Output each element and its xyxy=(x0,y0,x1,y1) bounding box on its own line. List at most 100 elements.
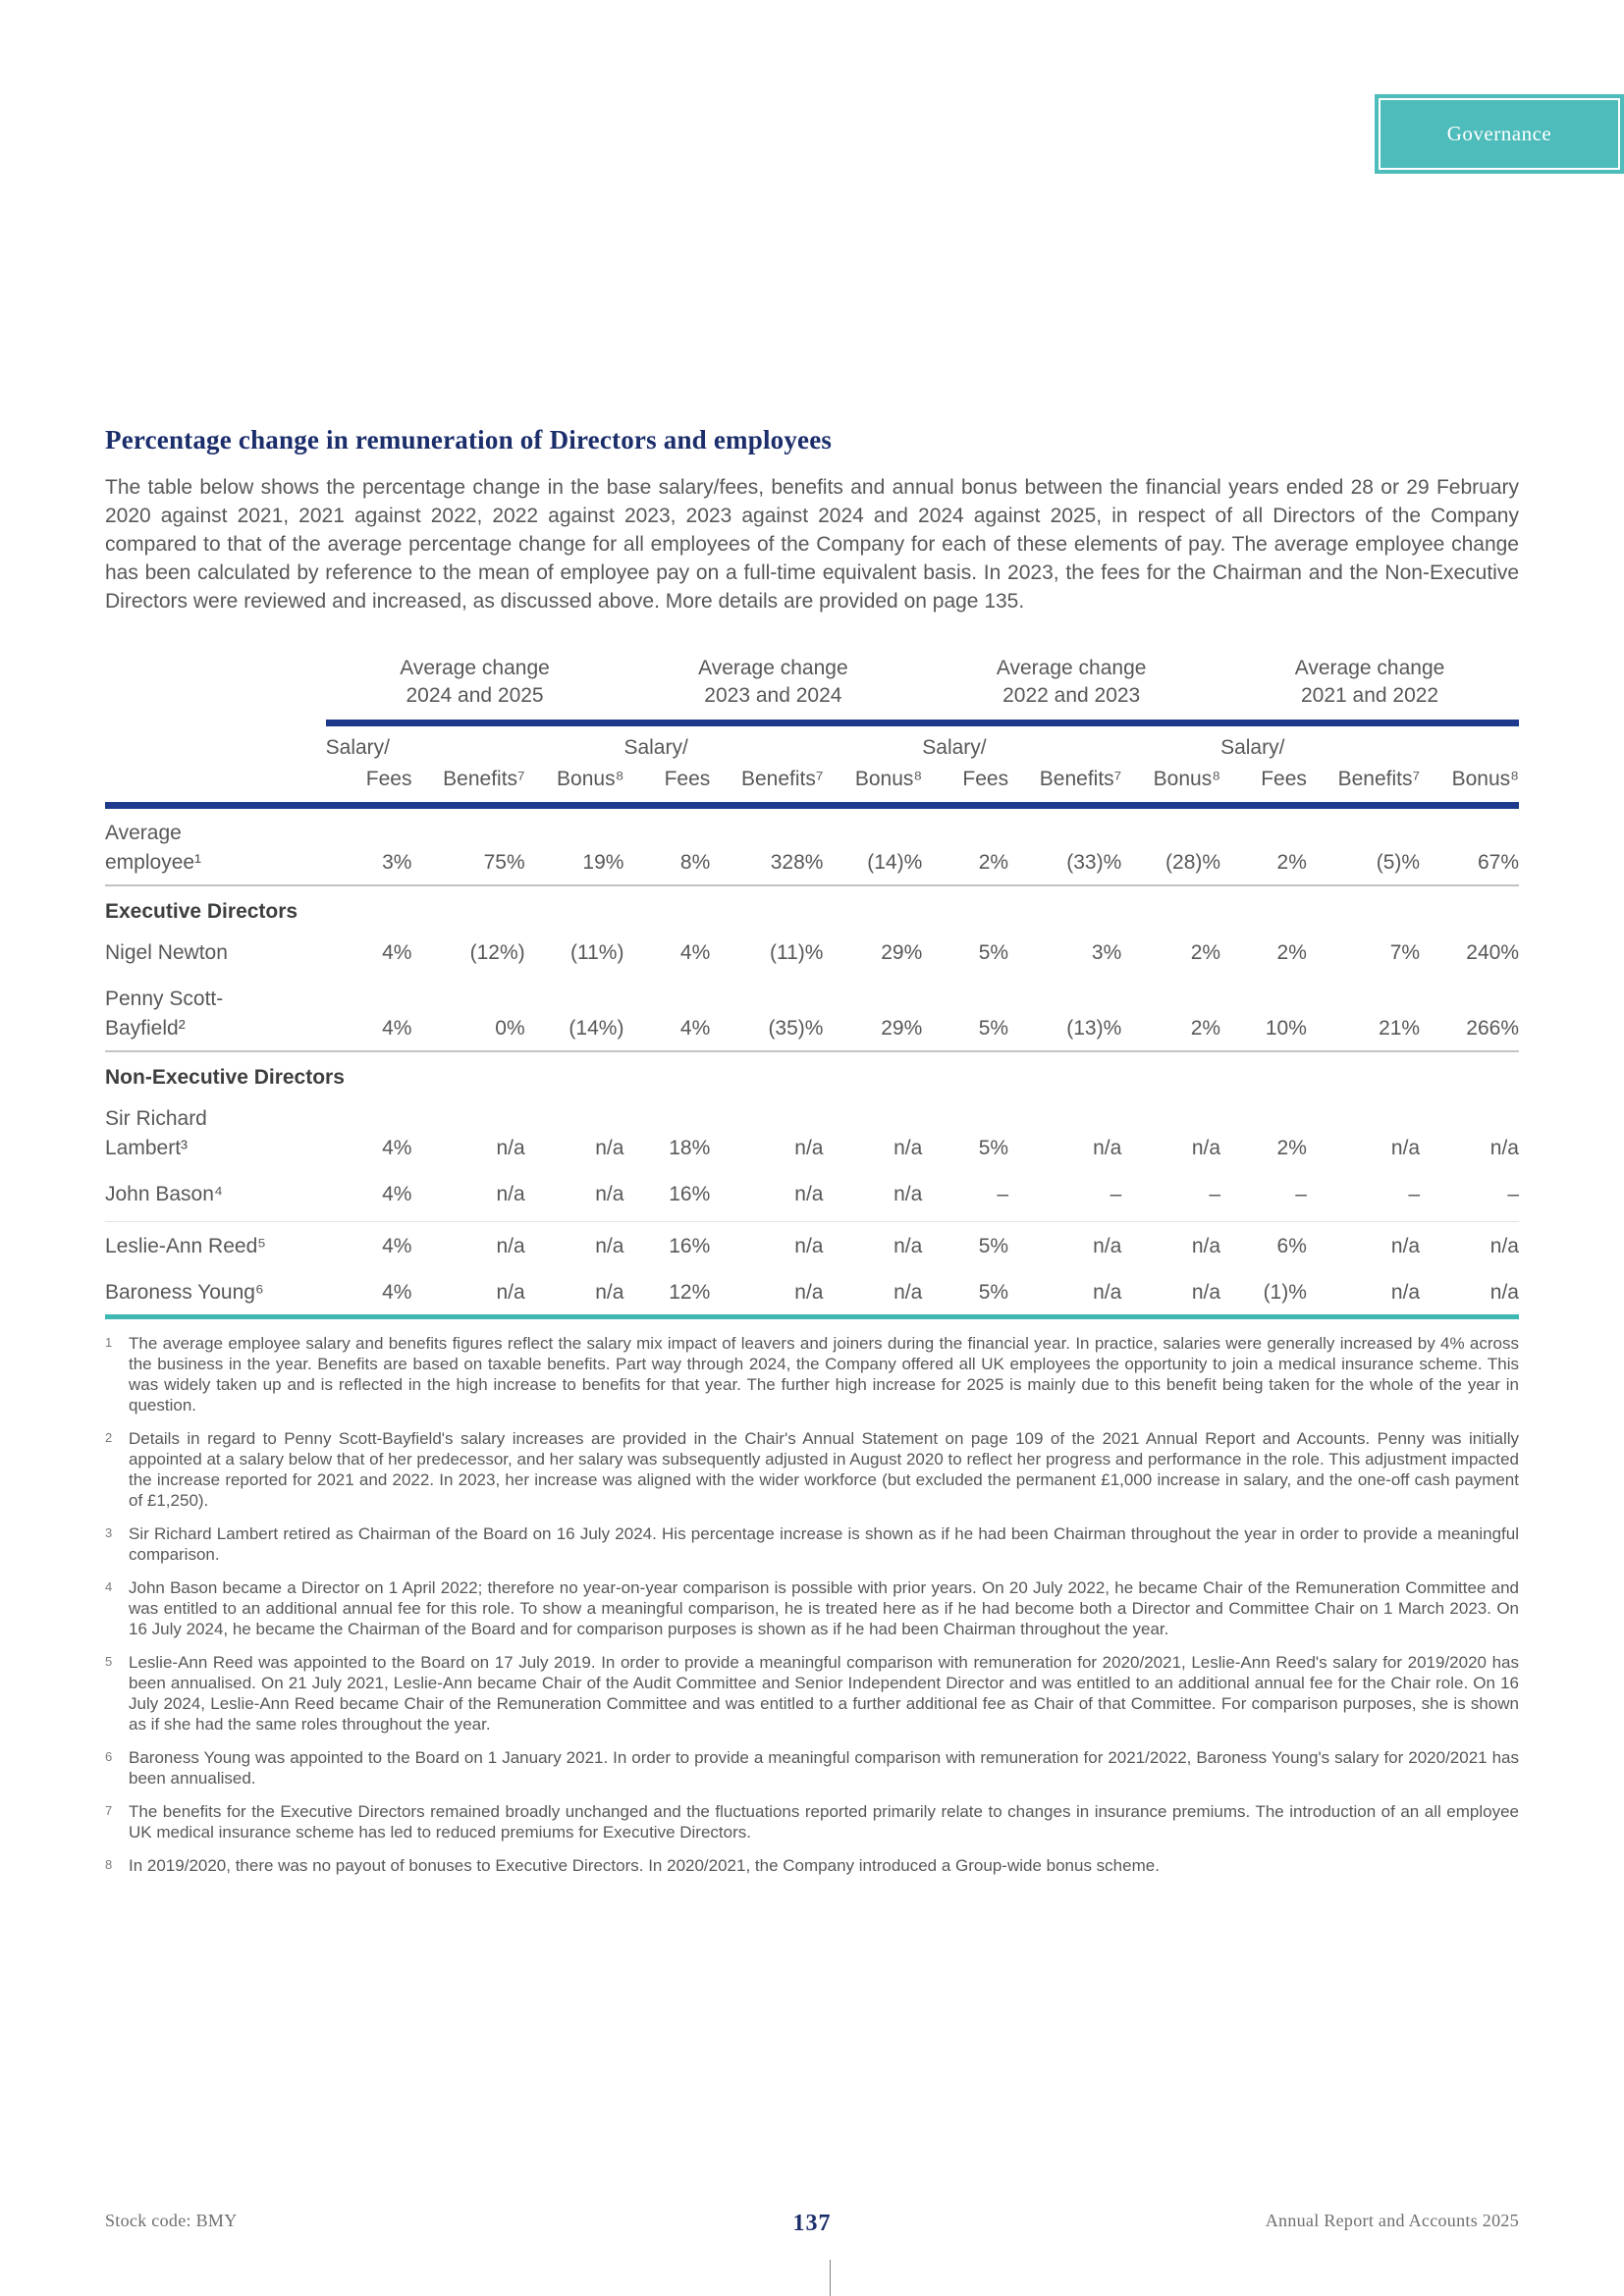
table-cell-value: n/a xyxy=(893,1235,923,1257)
table-cell-value: 2% xyxy=(1190,941,1221,964)
footnote: 4 John Bason became a Director on 1 April… xyxy=(105,1577,1519,1639)
table-cell-value: n/a xyxy=(1121,1268,1221,1319)
footnote-marker: 5 xyxy=(105,1654,113,1669)
table-cell-value: n/a xyxy=(1420,1268,1519,1319)
table-cell-value: n/a xyxy=(1093,1235,1122,1257)
table-cell-value: 6% xyxy=(1276,1235,1307,1257)
group-header-line1: Average change xyxy=(1294,657,1445,679)
table-cell-value: 2% xyxy=(1276,1137,1307,1159)
table-cell-value: 5% xyxy=(978,1235,1009,1257)
table-cell-value: – xyxy=(1121,1170,1221,1222)
table-row: Nigel Newton 4% (12%) (11%) 4% (11)% 29% 5% 3% 2%… xyxy=(105,929,1519,975)
footnote: 7 The benefits for the Executive Director… xyxy=(105,1801,1519,1842)
col-header-bonus: Bonus⁸ xyxy=(1121,722,1221,809)
table-cell-value: (14)% xyxy=(823,805,923,886)
footnote-text: Sir Richard Lambert retired as Chairman … xyxy=(129,1524,1519,1564)
fees-label: Fees xyxy=(365,768,412,790)
table-cell-value: 12% xyxy=(623,1268,711,1319)
footnote-text: Details in regard to Penny Scott-Bayfiel… xyxy=(129,1429,1519,1510)
group-header-2023-2024: Average change 2023 and 2024 xyxy=(623,655,923,726)
table-cell-value: 16% xyxy=(623,1170,711,1222)
col-header-salary-fees: Salary/ Fees xyxy=(1220,722,1307,809)
fees-label: Fees xyxy=(664,768,711,790)
table-section-label: Non-Executive Directors xyxy=(105,1066,345,1089)
table-cell-value: n/a xyxy=(496,1235,525,1257)
table-cell-value: 4% xyxy=(325,1170,412,1222)
table-cell-value: 19% xyxy=(524,805,624,886)
group-header-line1: Average change xyxy=(698,657,848,679)
report-title-footer: Annual Report and Accounts 2025 xyxy=(1265,2211,1519,2230)
table-cell-value: 5% xyxy=(922,1268,1009,1319)
table-cell-value: (11)% xyxy=(770,941,824,964)
crop-mark xyxy=(830,2260,831,2296)
table-cell-value: n/a xyxy=(1191,1235,1221,1257)
col-header-benefits: Benefits⁷ xyxy=(411,722,525,809)
table-cell-value: 266% xyxy=(1420,975,1519,1052)
table-row: Average employee¹ 3% 75% 19% 8% 328% (14)% 2% (33… xyxy=(105,805,1519,886)
table-cell-value: n/a xyxy=(1191,1137,1221,1159)
table-cell-value: 10% xyxy=(1220,975,1307,1052)
table-cell-value: 7% xyxy=(1389,941,1421,964)
group-header-line2: 2021 and 2022 xyxy=(1300,684,1439,707)
table-cell-value: 75% xyxy=(411,805,525,886)
table-cell-value: n/a xyxy=(595,1235,624,1257)
fees-label: Fees xyxy=(1261,768,1307,790)
table-row-label: Sir Richard Lambert³ xyxy=(105,1107,207,1159)
footnote: 2 Details in regard to Penny Scott-Bayfie… xyxy=(105,1428,1519,1511)
footnote: 3 Sir Richard Lambert retired as Chairman… xyxy=(105,1523,1519,1565)
table-row: Sir Richard Lambert³ 4% n/a n/a 18% n/a n/a 5% n/… xyxy=(105,1095,1519,1170)
table-row: Penny Scott- Bayfield² 4% 0% (14%) 4% (35)% 29%… xyxy=(105,975,1519,1052)
col-header-bonus: Bonus⁸ xyxy=(524,722,624,809)
table-cell-value: 16% xyxy=(669,1235,711,1257)
table-row-label: Leslie-Ann Reed⁵ xyxy=(105,1235,266,1257)
table-row-label: Nigel Newton xyxy=(105,941,228,964)
intro-paragraph: The table below shows the percentage cha… xyxy=(105,476,1519,613)
table-cell-value: 67% xyxy=(1420,805,1519,886)
table-cell-value: 4% xyxy=(382,941,412,964)
table-cell-value: n/a xyxy=(1093,1137,1122,1159)
table-section-row: Non-Executive Directors xyxy=(105,1051,1519,1095)
table-cell-value: n/a xyxy=(794,1137,824,1159)
section-tab-border: Governance xyxy=(1379,98,1620,170)
table-cell-value: (35)% xyxy=(710,975,824,1052)
remuneration-table: Average change 2024 and 2025 Average cha… xyxy=(105,655,1519,1319)
table-cell-value: 8% xyxy=(623,805,711,886)
salary-label: Salary/ xyxy=(922,736,987,759)
table-cell-value: 3% xyxy=(1091,941,1122,964)
table-cell-value: 5% xyxy=(922,975,1009,1052)
footnote-text: The average employee salary and benefits… xyxy=(129,1334,1519,1415)
table-cell-value: n/a xyxy=(496,1137,525,1159)
table-cell-value: – xyxy=(1306,1170,1421,1222)
col-header-salary-fees: Salary/ Fees xyxy=(325,722,412,809)
group-header-2021-2022: Average change 2021 and 2022 xyxy=(1220,655,1519,726)
footnote-marker: 4 xyxy=(105,1579,113,1594)
table-row-label: Average employee¹ xyxy=(105,805,326,886)
table-cell-value: 2% xyxy=(1276,941,1307,964)
table-subheader-row: Salary/ Fees Benefits⁷ Bonus⁸ Salary/ Fe… xyxy=(105,722,1519,809)
table-cell-value: n/a xyxy=(823,1268,923,1319)
section-tab-governance: Governance xyxy=(1375,94,1624,174)
table-cell-value: n/a xyxy=(1489,1137,1519,1159)
group-header-2022-2023: Average change 2022 and 2023 xyxy=(922,655,1221,726)
col-header-bonus: Bonus⁸ xyxy=(823,722,923,809)
table-cell-value: 4% xyxy=(623,975,711,1052)
salary-label: Salary/ xyxy=(623,736,688,759)
table-cell-value: – xyxy=(922,1170,1009,1222)
table-cell-value: 4% xyxy=(325,975,412,1052)
table-cell-value: 5% xyxy=(978,1137,1009,1159)
group-header-spacer xyxy=(105,655,326,723)
table-cell-value: n/a xyxy=(1008,1268,1122,1319)
table-cell-value: n/a xyxy=(411,1268,525,1319)
footnote-text: Leslie-Ann Reed was appointed to the Boa… xyxy=(129,1653,1519,1734)
table-cell-value: 4% xyxy=(679,941,711,964)
table-cell-value: n/a xyxy=(1306,1268,1421,1319)
table-row: Leslie-Ann Reed⁵ 4% n/a n/a 16% n/a n/a 5% n/a n/… xyxy=(105,1222,1519,1269)
section-tab-label: Governance xyxy=(1380,100,1618,168)
table-cell-value: n/a xyxy=(1489,1235,1519,1257)
table-cell-value: n/a xyxy=(595,1137,624,1159)
table-cell-value: 4% xyxy=(382,1137,412,1159)
col-header-bonus: Bonus⁸ xyxy=(1420,722,1519,809)
table-cell-value: 0% xyxy=(411,975,525,1052)
table-cell-value: n/a xyxy=(823,1170,923,1222)
